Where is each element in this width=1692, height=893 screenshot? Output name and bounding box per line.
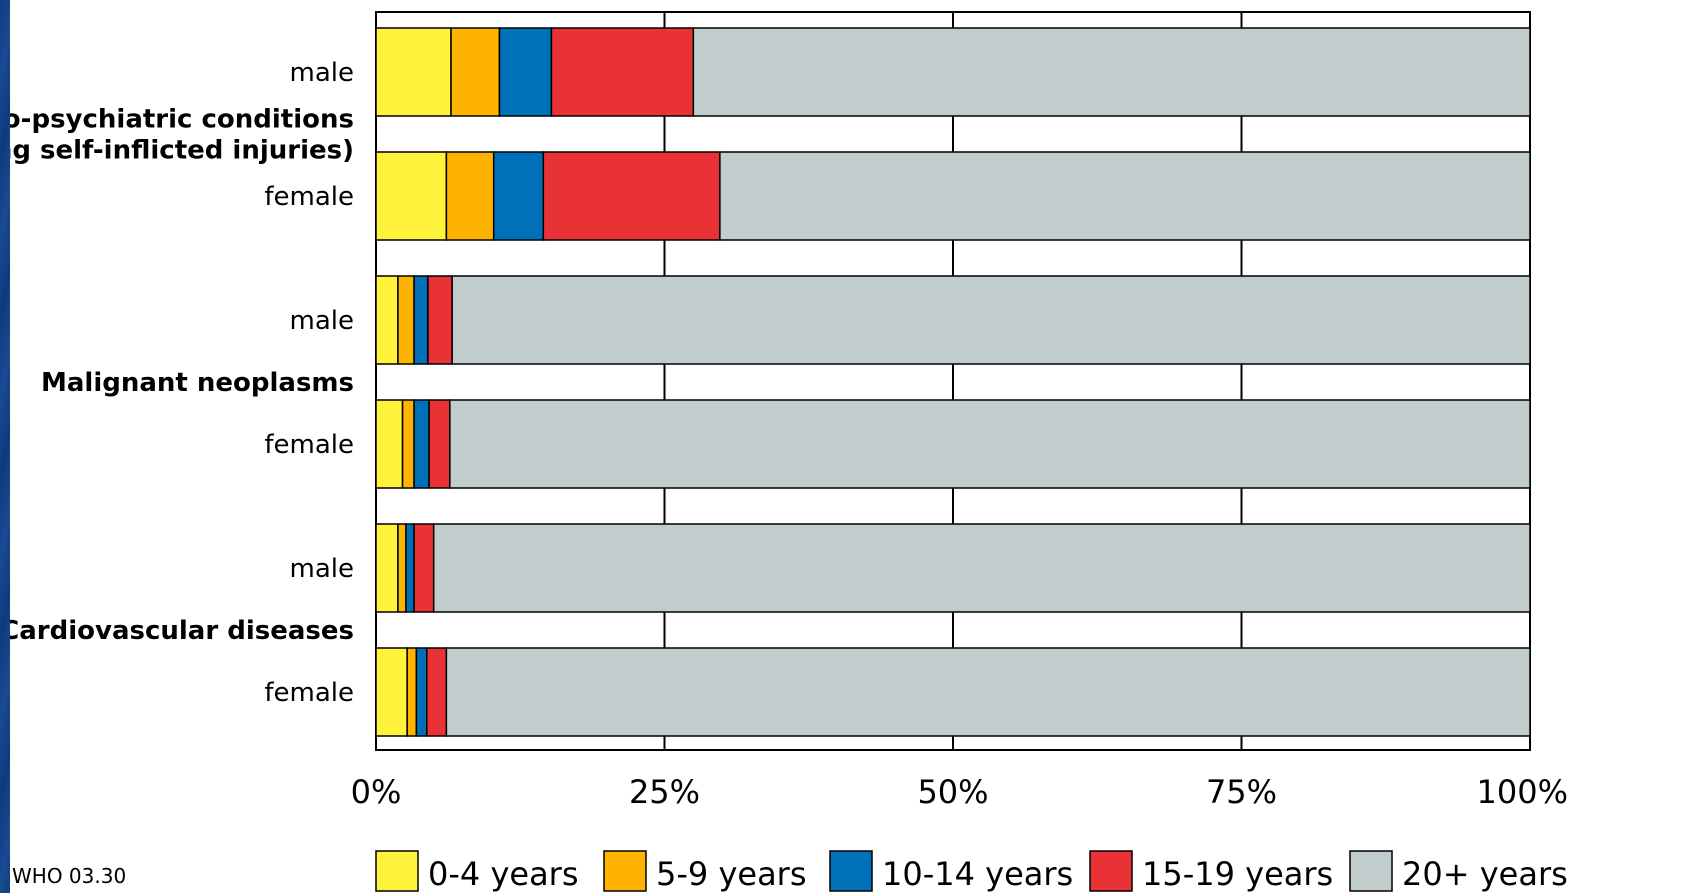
bar-segment-1-1-4	[449, 399, 1531, 489]
bar-segment-0-1-2	[492, 151, 545, 241]
legend-label-2: 10-14 years	[882, 855, 1073, 893]
grid-layer	[375, 11, 1531, 751]
figure-code: WHO 03.30	[12, 864, 126, 888]
legend-swatch-4	[1349, 850, 1393, 892]
tick-label-3: 75%	[1206, 773, 1277, 811]
legend-label-3: 15-19 years	[1142, 855, 1333, 893]
bar-segment-0-0-2	[498, 27, 553, 117]
bar-segment-0-0-0	[375, 27, 452, 117]
bar-segment-1-1-0	[375, 399, 404, 489]
bar-segment-2-0-2	[405, 523, 415, 613]
legend: 0-4 years 5-9 years 10-14 years 15-19 years…	[375, 850, 1568, 893]
bar-segment-1-1-2	[413, 399, 430, 489]
bar-segment-0-0-4	[692, 27, 1531, 117]
stacked-bar-chart: male female Neuro-psychiatric conditions(i…	[0, 11, 1568, 893]
legend-label-1: 5-9 years	[656, 855, 807, 893]
bar-segment-0-1-4	[719, 151, 1531, 241]
bar-segment-0-1-1	[445, 151, 495, 241]
bar-segment-1-0-1	[397, 275, 415, 365]
ticks-layer: 0% 25% 50% 75% 100%	[351, 773, 1568, 811]
group-label-0-0: Neuro-psychiatric conditions	[10, 105, 354, 135]
bar-segment-2-1-2	[415, 647, 428, 737]
legend-swatch-0	[375, 850, 419, 892]
bar-segment-1-0-4	[451, 275, 1531, 365]
bar-segment-2-1-4	[445, 647, 1531, 737]
legend-swatch-1	[603, 850, 647, 892]
row-label-2-1: female	[264, 678, 354, 708]
bar-segment-2-0-1	[397, 523, 407, 613]
legend-swatch-2	[829, 850, 873, 892]
bar-segment-1-0-0	[375, 275, 399, 365]
tick-label-0: 0%	[351, 773, 402, 811]
bar-segment-1-0-2	[413, 275, 429, 365]
bar-segment-0-0-1	[450, 27, 501, 117]
row-label-0-0: male	[290, 58, 354, 88]
row-label-0-1: female	[264, 182, 354, 212]
bar-segment-2-1-0	[375, 647, 408, 737]
legend-label-4: 20+ years	[1402, 855, 1568, 893]
tick-label-2: 50%	[917, 773, 988, 811]
row-label-1-1: female	[264, 430, 354, 460]
group-label-2-0: Cardiovascular diseases	[10, 616, 354, 646]
bars-layer	[375, 27, 1531, 737]
bar-segment-1-0-3	[427, 275, 453, 365]
tick-label-4: 100%	[1477, 773, 1568, 811]
bar-segment-2-0-4	[432, 523, 1531, 613]
group-label-1-0: Malignant neoplasms	[41, 368, 354, 398]
bar-segment-1-1-3	[428, 399, 451, 489]
bar-segment-2-0-0	[375, 523, 399, 613]
labels-layer: male female Neuro-psychiatric conditions(i…	[0, 58, 354, 708]
row-label-2-0: male	[290, 554, 354, 584]
bar-segment-0-1-3	[542, 151, 721, 241]
bar-segment-0-0-3	[550, 27, 695, 117]
legend-label-0: 0-4 years	[428, 855, 579, 893]
row-label-1-0: male	[290, 306, 354, 336]
bar-segment-2-1-3	[426, 647, 448, 737]
legend-swatch-3	[1089, 850, 1133, 892]
bar-segment-2-0-3	[413, 523, 435, 613]
group-label-0-1: (including self-inflicted injuries)	[10, 136, 354, 166]
bar-segment-1-1-1	[401, 399, 415, 489]
bar-segment-0-1-0	[375, 151, 448, 241]
tick-label-1: 25%	[629, 773, 700, 811]
bar-segment-2-1-1	[406, 647, 418, 737]
